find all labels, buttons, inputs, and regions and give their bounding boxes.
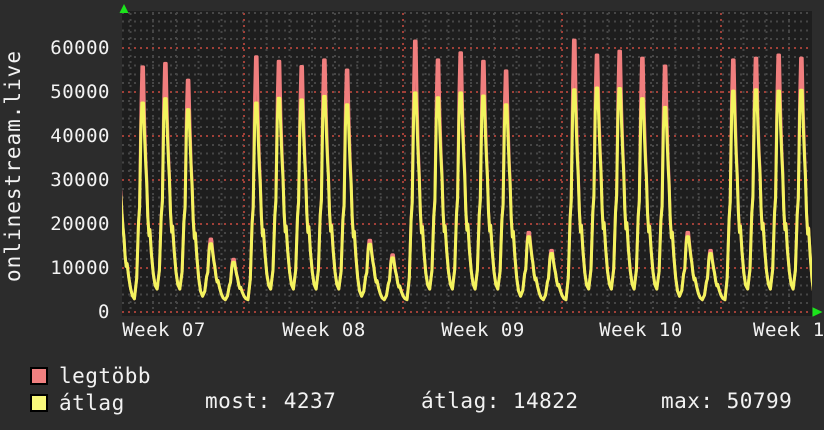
plot-area	[122, 11, 812, 316]
y-axis-arrow-up-icon	[119, 4, 129, 13]
series-lines	[122, 38, 812, 302]
y-tick-label-0: 0	[98, 301, 110, 323]
y-tick-label-20000: 20000	[50, 213, 110, 235]
y-tick-label-30000: 30000	[50, 169, 110, 191]
y-tick-label-40000: 40000	[50, 125, 110, 147]
x-tick-label-week-08: Week 08	[282, 319, 366, 341]
legend-label-avg: átlag	[59, 391, 125, 415]
x-tick-label-week-10: Week 10	[599, 319, 683, 341]
y-tick-label-10000: 10000	[50, 257, 110, 279]
y-tick-label-60000: 60000	[50, 37, 110, 59]
y-tick-label-50000: 50000	[50, 81, 110, 103]
x-tick-label-week-09: Week 09	[441, 319, 525, 341]
stat-most: most: 4237	[205, 390, 336, 412]
legend-item-max: legtöbb	[30, 365, 151, 387]
legend-swatch-max	[30, 367, 48, 385]
stat-max-value: 50799	[726, 389, 793, 413]
stat-atlag: átlag: 14822	[421, 390, 579, 412]
series-avg-line	[122, 86, 812, 302]
stat-most-value: 4237	[283, 389, 337, 413]
legend-swatch-avg	[30, 394, 48, 412]
x-axis-arrow-right-icon	[812, 307, 823, 317]
x-tick-label-week-11: Week 1	[753, 319, 824, 341]
stat-atlag-value: 14822	[512, 389, 579, 413]
stat-atlag-label: átlag:	[421, 389, 500, 413]
stat-max: max: 50799	[661, 390, 792, 412]
stat-most-label: most:	[205, 389, 271, 413]
legend-label-max: legtöbb	[59, 364, 152, 388]
stat-max-label: max:	[661, 389, 714, 413]
x-tick-label-week-07: Week 07	[122, 319, 206, 341]
legend-item-avg: átlag	[30, 392, 125, 414]
